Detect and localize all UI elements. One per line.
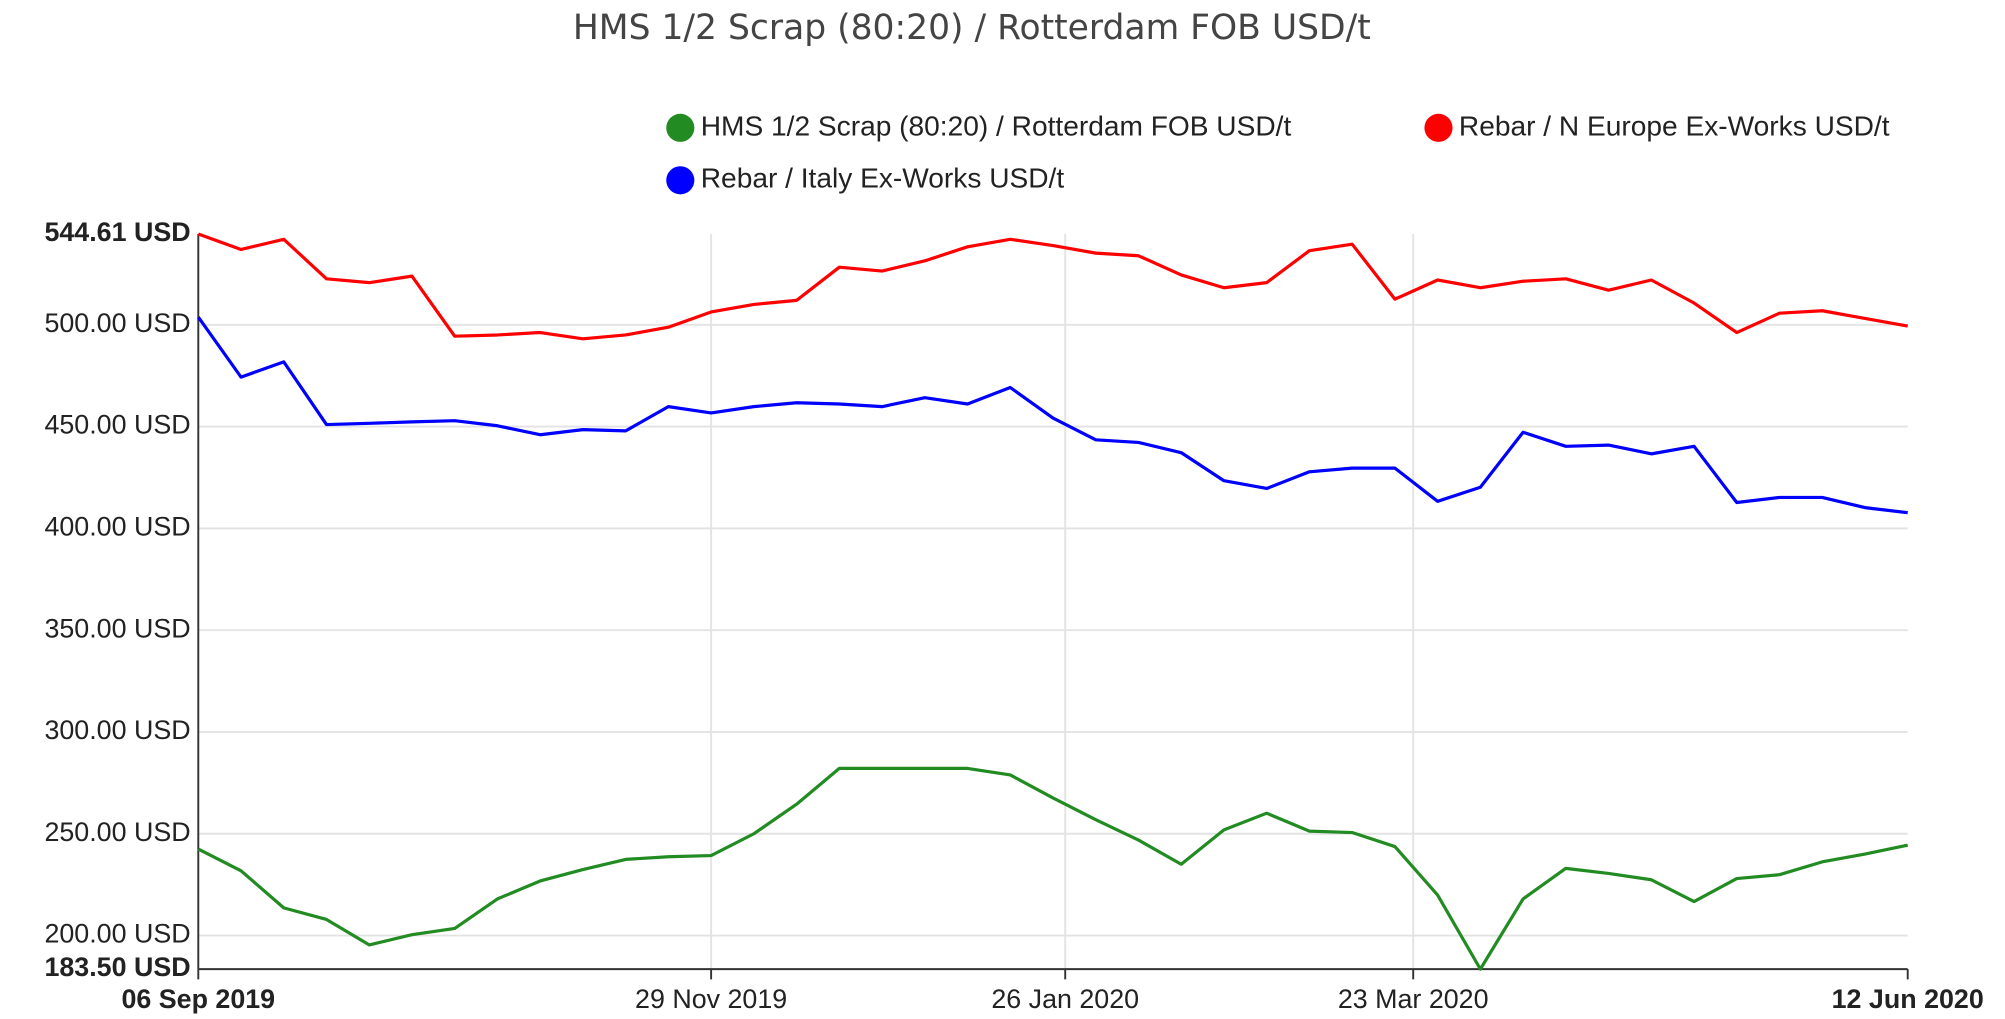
y-tick-label: 400.00 USD [44, 511, 190, 541]
series-line [197, 232, 1908, 341]
y-tick-label: 450.00 USD [44, 410, 190, 440]
series-line [197, 766, 1909, 971]
y-tick-label: 183.50 USD [44, 952, 190, 982]
x-tick-label: 26 Jan 2020 [991, 984, 1139, 1014]
y-tick-label: 200.00 USD [44, 919, 190, 949]
legend-marker [666, 113, 695, 142]
y-tick-label: 250.00 USD [44, 817, 190, 847]
legend-marker [1424, 113, 1453, 142]
x-tick-label: 12 Jun 2020 [1832, 984, 1984, 1014]
legend-label: Rebar / N Europe Ex-Works USD/t [1459, 110, 1890, 141]
x-tick-label: 23 Mar 2020 [1338, 984, 1489, 1014]
y-tick-label: 300.00 USD [44, 715, 190, 745]
legend-label: Rebar / Italy Ex-Works USD/t [701, 163, 1065, 194]
y-tick-label: 500.00 USD [44, 308, 190, 338]
legend-marker [666, 166, 695, 195]
series-line [196, 316, 1908, 515]
x-tick-label: 29 Nov 2019 [635, 984, 787, 1014]
legend-label: HMS 1/2 Scrap (80:20) / Rotterdam FOB US… [701, 110, 1292, 141]
y-tick-label: 544.61 USD [44, 217, 190, 247]
x-tick-label: 06 Sep 2019 [121, 984, 275, 1014]
y-tick-label: 350.00 USD [44, 613, 190, 643]
chart-title: HMS 1/2 Scrap (80:20) / Rotterdam FOB US… [573, 8, 1371, 48]
